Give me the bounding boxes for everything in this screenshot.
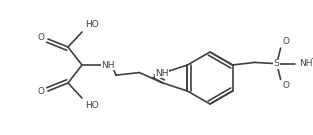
Text: O: O [37, 87, 44, 97]
Text: NH: NH [101, 60, 115, 70]
Text: O: O [37, 33, 44, 43]
Text: O: O [283, 81, 290, 90]
Text: O: O [283, 37, 290, 46]
Text: S: S [274, 59, 280, 68]
Text: NH: NH [299, 59, 312, 68]
Text: NH: NH [155, 69, 168, 77]
Text: HO: HO [85, 20, 99, 29]
Text: HO: HO [85, 101, 99, 110]
